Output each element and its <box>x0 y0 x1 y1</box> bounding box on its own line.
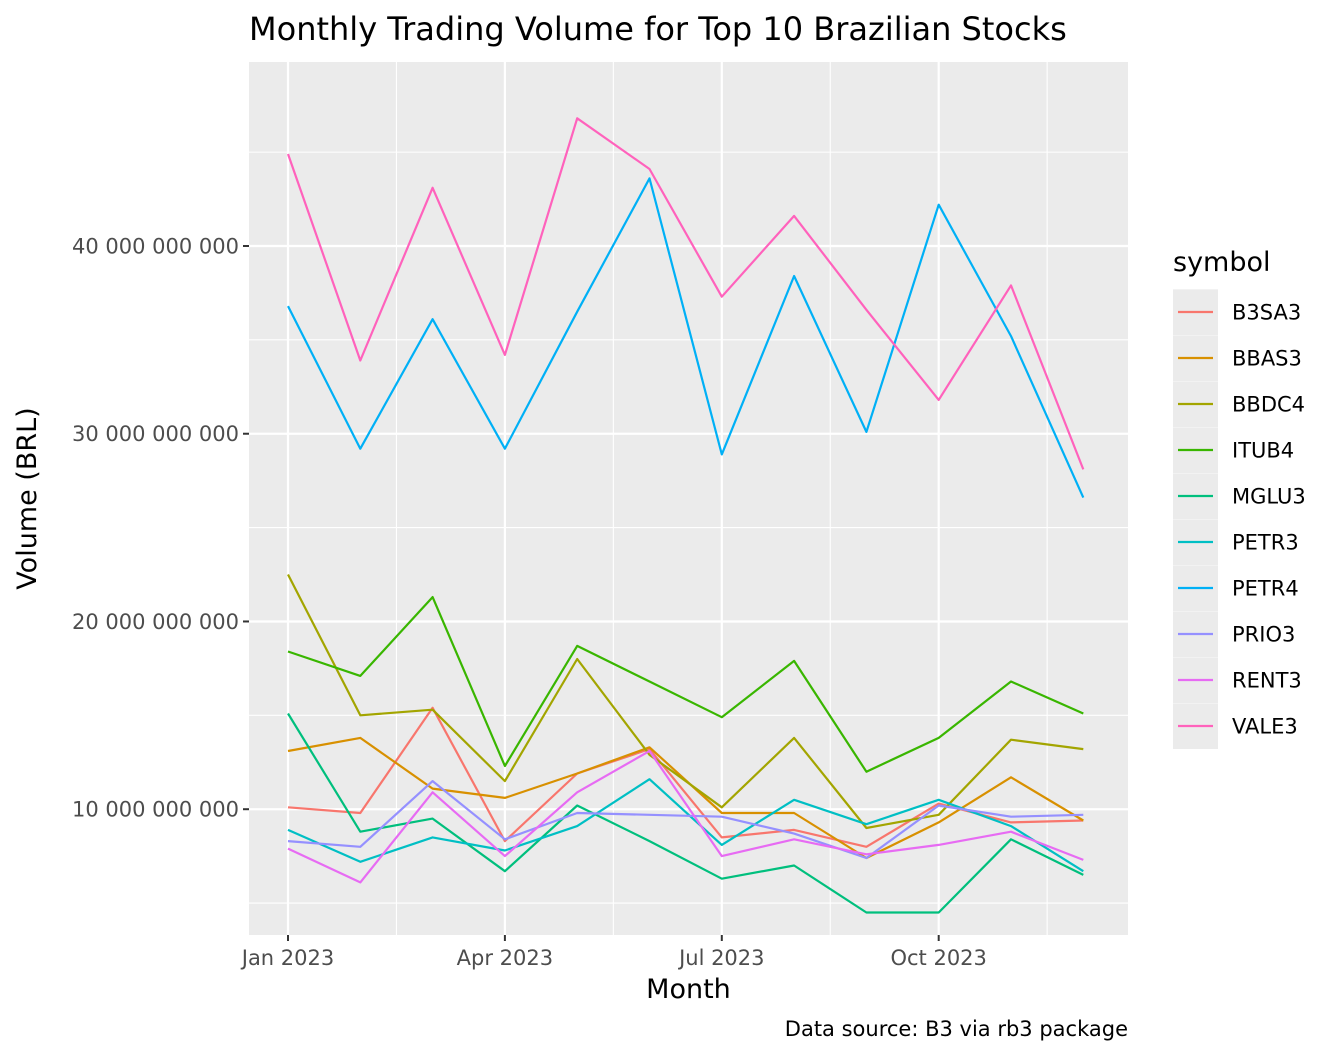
series-lines <box>286 117 1085 914</box>
x-tick-label: Jan 2023 <box>240 946 335 970</box>
legend-label: BBDC4 <box>1232 393 1305 417</box>
legend-label: RENT3 <box>1232 669 1302 693</box>
x-tick-label: Jul 2023 <box>677 946 764 970</box>
legend-label: B3SA3 <box>1232 301 1301 325</box>
series-line-itub4 <box>287 595 1084 773</box>
chart-title: Monthly Trading Volume for Top 10 Brazil… <box>249 10 1067 48</box>
legend-label: MGLU3 <box>1232 485 1306 509</box>
series-line-vale3 <box>286 117 1085 470</box>
legend-label: PRIO3 <box>1232 623 1295 647</box>
legend-label: BBAS3 <box>1232 347 1302 371</box>
x-tick-label: Apr 2023 <box>457 946 553 970</box>
x-axis-title: Month <box>646 974 731 1005</box>
series-line-rent3 <box>287 749 1084 884</box>
series-line-petr4 <box>287 177 1085 499</box>
y-axis-title: Volume (BRL) <box>12 407 43 589</box>
series-line-petr3 <box>287 778 1084 873</box>
series-line-mglu3 <box>287 712 1084 914</box>
y-axis: 10 000 000 000 20 000 000 000 30 000 000 0… <box>72 234 249 822</box>
series-line-prio3 <box>287 779 1084 860</box>
major-gridlines <box>249 62 1128 935</box>
legend-label: VALE3 <box>1232 715 1298 739</box>
legend-items: B3SA3 BBAS3 BBDC4 ITUB4 MGLU3 PETR3 PETR4 PRIO3… <box>1173 289 1306 749</box>
y-tick-label: 30 000 000 000 <box>72 422 239 446</box>
plot-panel <box>249 62 1128 935</box>
legend: symbol B3SA3 BBAS3 BBDC4 ITUB4 MGLU3 PETR3 PET… <box>1173 247 1306 749</box>
legend-label: ITUB4 <box>1232 439 1294 463</box>
y-tick-label: 20 000 000 000 <box>72 610 239 634</box>
x-tick-label: Oct 2023 <box>890 946 986 970</box>
minor-gridlines <box>249 62 1128 935</box>
legend-title: symbol <box>1173 247 1271 278</box>
legend-label: PETR4 <box>1232 577 1299 601</box>
y-tick-label: 40 000 000 000 <box>72 234 239 258</box>
x-axis: Jan 2023 Apr 2023 Jul 2023 Oct 2023 <box>240 935 987 970</box>
chart-caption: Data source: B3 via rb3 package <box>785 1017 1128 1041</box>
y-tick-label: 10 000 000 000 <box>72 798 239 822</box>
legend-label: PETR3 <box>1232 531 1299 555</box>
series-line-bbdc4 <box>287 573 1084 830</box>
